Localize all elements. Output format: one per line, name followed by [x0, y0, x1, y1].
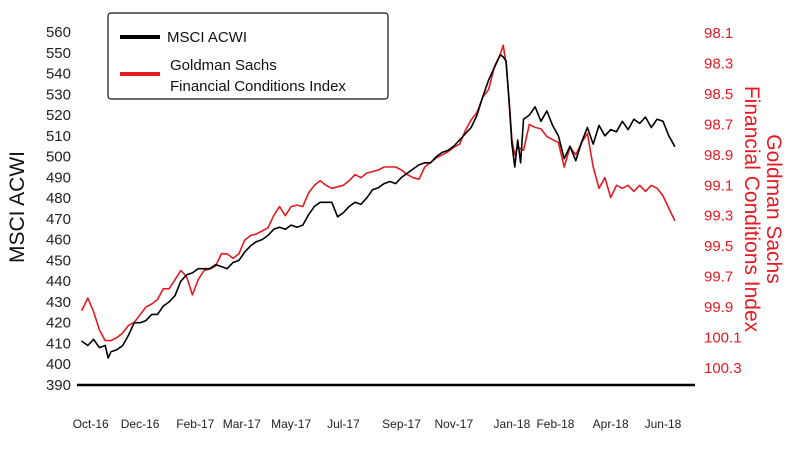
left-tick-label: 510: [46, 128, 71, 145]
right-tick-label: 100.1: [704, 330, 742, 347]
x-tick-label: Nov-17: [434, 417, 473, 431]
right-tick-label: 99.9: [704, 299, 733, 316]
left-tick-label: 520: [46, 107, 71, 124]
x-tick-label: Dec-16: [121, 417, 160, 431]
series-line-msci-acwi: [81, 54, 676, 359]
left-tick-label: 540: [46, 66, 71, 83]
left-axis-ticks: 560 550 540 530 520 510 500 490 480 470 460 450 440 4…: [46, 24, 71, 394]
right-axis-ticks: 98.1 98.3 98.5 98.7 98.9 99.1 99.3 99.5 99.7 99.9…: [704, 25, 742, 377]
x-tick-label: Mar-17: [223, 417, 261, 431]
x-tick-label: Jan-18: [494, 417, 531, 431]
left-tick-label: 500: [46, 149, 71, 166]
left-tick-label: 400: [46, 356, 71, 373]
legend-box: [107, 12, 389, 100]
x-tick-label: Apr-18: [593, 417, 629, 431]
legend: MSCI ACWI Goldman Sachs Financial Condit…: [107, 12, 389, 100]
x-tick-label: Feb-17: [176, 417, 214, 431]
left-tick-label: 480: [46, 190, 71, 207]
left-tick-label: 530: [46, 86, 71, 103]
x-tick-label: Oct-16: [73, 417, 109, 431]
left-tick-label: 470: [46, 211, 71, 228]
right-tick-label: 100.3: [704, 360, 742, 377]
right-tick-label: 98.9: [704, 147, 733, 164]
x-tick-label: Jun-18: [645, 417, 682, 431]
legend-label-gs-line1: Goldman Sachs: [170, 57, 277, 74]
left-tick-label: 560: [46, 24, 71, 41]
x-axis-ticks: Oct-16 Dec-16 Feb-17 Mar-17 May-17 Jul-17 Sep-…: [73, 417, 682, 431]
series-line-gs-fci: [81, 44, 676, 342]
left-tick-label: 430: [46, 294, 71, 311]
legend-label-gs-line2: Financial Conditions Index: [170, 78, 346, 95]
x-tick-label: Sep-17: [382, 417, 421, 431]
right-tick-label: 99.3: [704, 208, 733, 225]
left-tick-label: 440: [46, 273, 71, 290]
right-axis-title-line1: Goldman Sachs: [762, 134, 785, 283]
x-tick-label: May-17: [271, 417, 311, 431]
right-tick-label: 99.5: [704, 238, 733, 255]
left-tick-label: 420: [46, 315, 71, 332]
left-tick-label: 490: [46, 169, 71, 186]
right-tick-label: 99.7: [704, 269, 733, 286]
left-tick-label: 450: [46, 252, 71, 269]
left-axis-title: MSCI ACWI: [6, 151, 29, 263]
left-tick-label: 550: [46, 45, 71, 62]
x-tick-label: Feb-18: [536, 417, 574, 431]
right-axis-title-line2: Financial Conditions Index: [740, 86, 763, 333]
series-layer: [81, 44, 676, 359]
right-tick-label: 98.7: [704, 116, 733, 133]
left-tick-label: 410: [46, 335, 71, 352]
left-tick-label: 390: [46, 377, 71, 394]
right-tick-label: 99.1: [704, 177, 733, 194]
legend-label-msci: MSCI ACWI: [167, 29, 247, 46]
left-tick-label: 460: [46, 232, 71, 249]
right-tick-label: 98.3: [704, 55, 733, 72]
x-tick-label: Jul-17: [327, 417, 360, 431]
right-tick-label: 98.1: [704, 25, 733, 42]
right-tick-label: 98.5: [704, 86, 733, 103]
